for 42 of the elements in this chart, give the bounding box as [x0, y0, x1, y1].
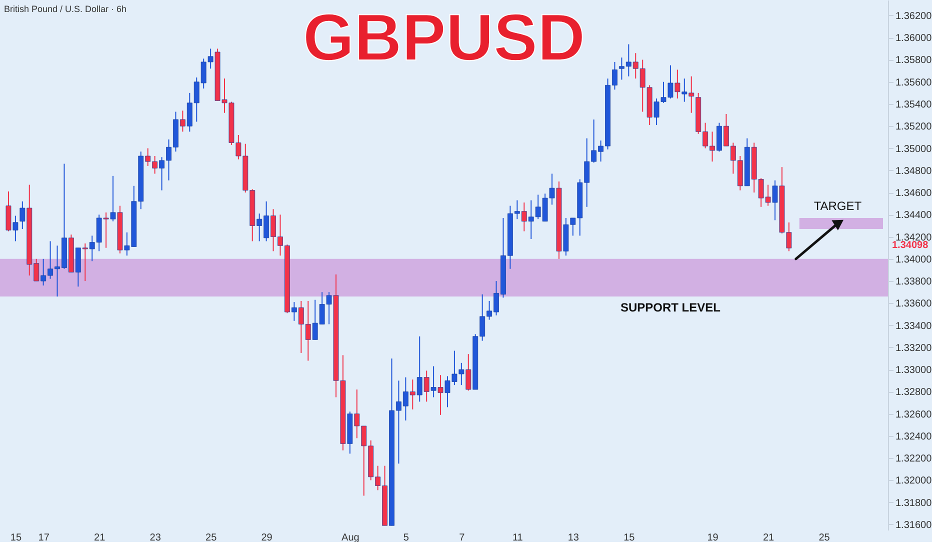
x-tick-label: 17 [38, 532, 50, 544]
y-tick-label: 1.32600 [896, 409, 932, 420]
x-tick-label: 7 [459, 532, 466, 544]
y-tick-label: 1.35400 [896, 100, 932, 111]
x-tick-label: 19 [707, 532, 719, 544]
y-tick-label: 1.31800 [896, 498, 932, 509]
band-label: SUPPORT LEVEL [620, 300, 720, 315]
x-tick-label: 11 [512, 532, 524, 544]
y-tick-label: 1.35000 [896, 144, 932, 155]
y-tick-label: 1.34600 [896, 188, 932, 200]
band-label: TARGET [814, 198, 862, 213]
x-tick-label: 25 [206, 532, 218, 544]
y-tick-label: 1.35200 [896, 122, 932, 133]
x-tick-label: 13 [568, 532, 580, 544]
y-tick-label: 1.33400 [896, 320, 932, 332]
x-tick-label: 5 [403, 532, 410, 544]
x-tick-label: 15 [624, 532, 636, 544]
x-tick-label: 21 [94, 532, 106, 544]
y-tick-label: 1.33000 [896, 365, 932, 376]
y-tick-label: 1.33800 [896, 276, 932, 288]
y-tick-label: 1.33600 [896, 298, 932, 310]
x-tick-label: 23 [150, 532, 162, 544]
x-tick-label: 25 [818, 532, 830, 544]
x-tick-label: 29 [261, 532, 273, 544]
y-tick-label: 1.34000 [896, 254, 932, 266]
x-tick-label: 15 [10, 532, 22, 544]
x-tick-label: 21 [762, 532, 775, 544]
y-tick-label: 1.32400 [896, 431, 932, 442]
y-tick-label: 1.32200 [896, 454, 932, 465]
y-tick-label: 1.35800 [896, 55, 932, 66]
y-tick-label: 1.36000 [896, 33, 932, 44]
y-tick-label: 1.31600 [896, 520, 932, 531]
text: 1.34098 [892, 240, 929, 252]
chart-title: GBPUSD [302, 0, 586, 74]
y-tick-label: 1.36200 [896, 10, 932, 22]
y-tick-label: 1.34400 [896, 210, 932, 222]
y-tick-label: 1.35600 [896, 77, 932, 88]
y-tick-label: 1.33200 [896, 342, 932, 354]
chart-subtitle: British Pound / U.S. Dollar · 6h [4, 4, 127, 14]
y-tick-label: 1.32000 [896, 476, 932, 487]
y-tick-label: 1.34800 [896, 166, 932, 177]
y-tick-label: 1.32800 [896, 387, 932, 398]
